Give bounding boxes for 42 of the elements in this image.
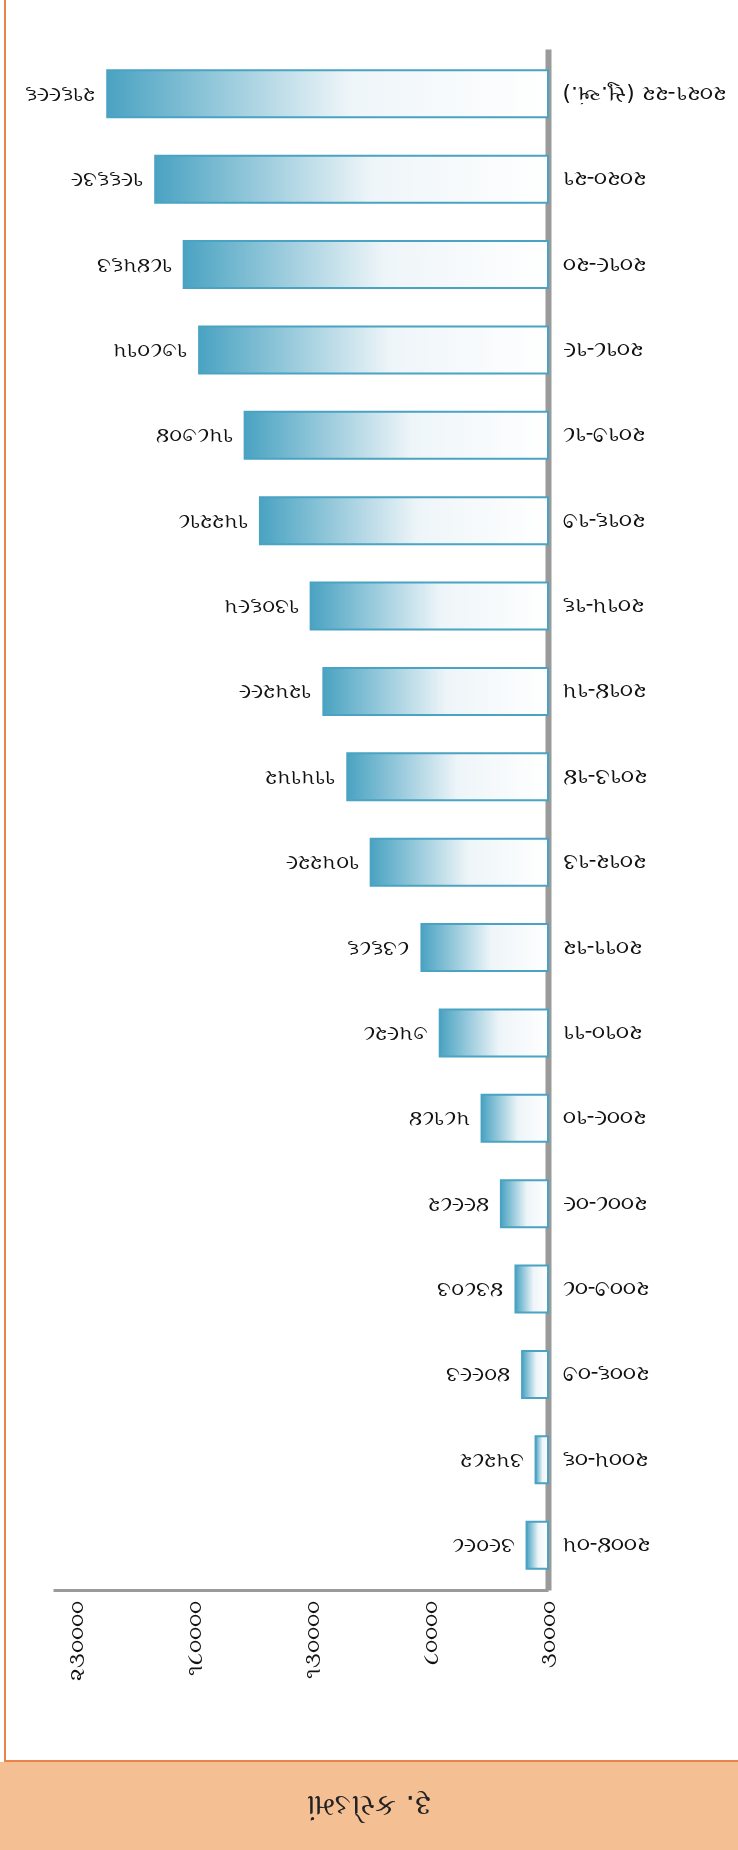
data-label: ૧૯૬૬૩૯ <box>71 168 144 193</box>
x-tick-label: ૮૦૦૦૦ <box>417 1600 443 1665</box>
data-label: ૧૭૮૦૧૫ <box>113 338 188 363</box>
y-tick-label: ૨૦૦૭-૦૮ <box>562 1277 650 1303</box>
data-label: ૧૦૫૨૨૯ <box>285 851 359 876</box>
x-tick-label: ૧૮૦૦૦૦ <box>181 1600 207 1676</box>
y-tick-label: ૨૦૦૫-૦૬ <box>562 1447 649 1473</box>
data-label: ૭૫૯૨૮ <box>362 1021 428 1046</box>
y-tick-label: ૨૦૧૧-૧૨ <box>562 935 643 961</box>
data-label: ૧૫૨૨૧૮ <box>177 509 248 534</box>
data-label: ૧૫૮૭૦૪ <box>155 424 233 449</box>
x-tick-label: ૧૩૦૦૦૦ <box>299 1600 325 1679</box>
data-label: ૩૫૨૮૨ <box>459 1448 524 1473</box>
data-label: ૫૮૧૮૪ <box>408 1107 470 1132</box>
y-tick-label: ૨૦૧૬-૧૭ <box>562 508 646 534</box>
y-tick-label: ૨૦૨૦-૨૧ <box>562 167 647 193</box>
x-tick-label: ૨૩૦૦૦૦ <box>64 1600 90 1681</box>
y-tick-label: ૨૦૧૯-૨૦ <box>562 252 647 278</box>
data-label: ૧૨૫૨૯૯ <box>239 680 312 705</box>
y-tick-label: ૨૦૧૫-૧૬ <box>562 594 645 620</box>
y-tick-label: ૨૦૧૮-૧૯ <box>562 337 644 363</box>
x-tick-label: ૩૦૦૦૦ <box>535 1600 561 1668</box>
data-label: ૪૯૯૮૨ <box>427 1192 489 1217</box>
y-tick-label: ૨૦૧૦-૧૧ <box>562 1020 643 1046</box>
data-label: ૪૦૯૯૩ <box>446 1363 511 1388</box>
text: રૂ. કરોડમાં <box>306 1788 432 1824</box>
y-tick-label: ૨૦૧૩-૧૪ <box>562 764 648 790</box>
y-tick-label: ૨૦૦૬-૦૭ <box>562 1362 650 1388</box>
y-tick-label: ૨૦૦૪-૦૫ <box>562 1533 651 1559</box>
data-label: ૧૩૦૬૯૫ <box>223 595 299 620</box>
y-tick-label: ૨૦૨૧-૨૨ (સુ.અં.) <box>562 81 726 107</box>
y-tick-label: ૨૦૦૮-૦૯ <box>562 1191 648 1217</box>
data-label: ૧૮૪૫૬૩ <box>96 253 172 278</box>
data-label: ૧૧૫૧૫૨ <box>265 765 336 790</box>
y-tick-label: ૨૦૧૭-૧૮ <box>562 423 646 449</box>
y-tick-label: ૨૦૧૨-૧૩ <box>562 850 647 876</box>
data-label: ૪૩૮૦૩ <box>437 1278 504 1303</box>
y-tick-label: ૨૦૧૪-૧૫ <box>562 679 647 705</box>
data-label: ૨૧૬૯૯૬ <box>25 82 96 107</box>
data-label: ૮૩૬૮૬ <box>347 936 410 961</box>
data-label: ૩૯૦૯૮ <box>451 1534 515 1559</box>
y-tick-label: ૨૦૦૯-૧૦ <box>562 1106 647 1132</box>
